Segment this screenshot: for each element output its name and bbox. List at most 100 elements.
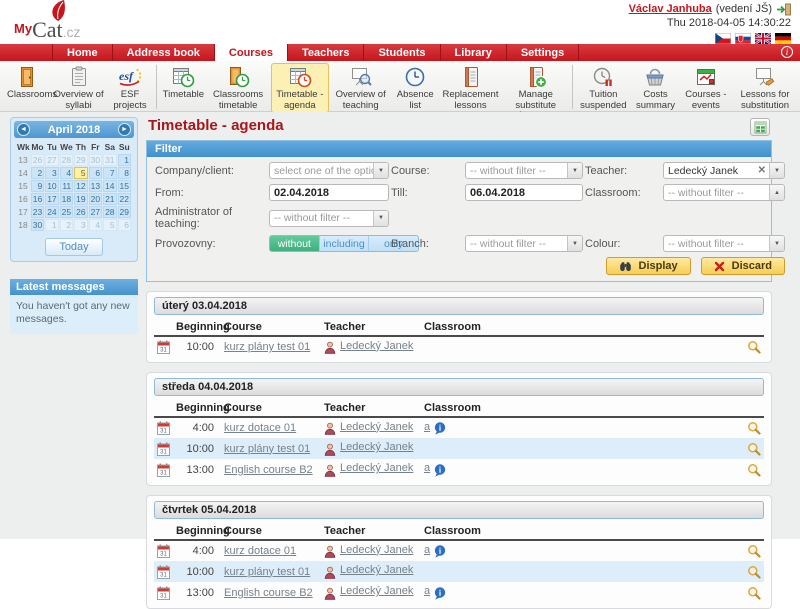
magnifier-icon[interactable] bbox=[747, 586, 761, 600]
calendar-day[interactable]: 1 bbox=[118, 154, 131, 166]
calendar-day[interactable]: 20 bbox=[89, 193, 102, 205]
calendar-day[interactable]: 6 bbox=[118, 219, 131, 231]
export-button[interactable] bbox=[750, 118, 770, 136]
colour-select[interactable]: -- without filter --▼ bbox=[663, 235, 785, 252]
company-select[interactable]: select one of the options▼ bbox=[269, 162, 389, 179]
teacher-link[interactable]: Ledecký Janek bbox=[340, 421, 413, 433]
calendar-day[interactable]: 31 bbox=[103, 154, 116, 166]
calendar-day[interactable]: 18 bbox=[60, 193, 73, 205]
german-flag[interactable] bbox=[775, 33, 791, 44]
teacher-link[interactable]: Ledecký Janek bbox=[340, 544, 413, 556]
nav-item-home[interactable]: Home bbox=[52, 44, 113, 61]
till-date-input[interactable] bbox=[465, 184, 583, 201]
calendar-day[interactable]: 30 bbox=[89, 154, 102, 166]
calendar-day[interactable]: 4 bbox=[89, 219, 102, 231]
magnifier-icon[interactable] bbox=[747, 565, 761, 579]
chevron-down-icon[interactable]: ▼ bbox=[769, 236, 784, 251]
calendar-day[interactable]: 12 bbox=[74, 180, 87, 192]
calendar-day[interactable]: 26 bbox=[74, 206, 87, 218]
calendar-next-icon[interactable]: ► bbox=[118, 123, 131, 136]
calendar-prev-icon[interactable]: ◄ bbox=[17, 123, 30, 136]
classroom-select[interactable]: -- without filter --▲ bbox=[663, 184, 785, 201]
info-icon[interactable]: i bbox=[781, 46, 793, 58]
calendar-day[interactable]: 24 bbox=[45, 206, 58, 218]
magnifier-icon[interactable] bbox=[747, 544, 761, 558]
calendar-day[interactable]: 14 bbox=[103, 180, 116, 192]
toolbar-item-timetable-agenda[interactable]: Timetable - agenda bbox=[271, 63, 330, 113]
calendar-day[interactable]: 19 bbox=[74, 193, 87, 205]
nav-item-library[interactable]: Library bbox=[441, 44, 507, 61]
slovak-flag[interactable] bbox=[735, 33, 751, 44]
provozovny-option-including[interactable]: including bbox=[319, 236, 369, 251]
chevron-down-icon[interactable]: ▼ bbox=[567, 236, 582, 251]
calendar-day[interactable]: 13 bbox=[89, 180, 102, 192]
toolbar-item-lessons-for-substitution[interactable]: Lessons for substitution bbox=[732, 63, 798, 113]
calendar-day[interactable]: 7 bbox=[103, 167, 116, 179]
toolbar-item-timetable[interactable]: Timetable bbox=[160, 63, 206, 103]
magnifier-icon[interactable] bbox=[747, 442, 761, 456]
calendar-day[interactable]: 8 bbox=[118, 167, 131, 179]
chevron-down-icon[interactable]: ▼ bbox=[769, 163, 784, 178]
calendar-day[interactable]: 22 bbox=[118, 193, 131, 205]
calendar-day[interactable]: 2 bbox=[31, 167, 44, 179]
calendar-day[interactable]: 29 bbox=[118, 206, 131, 218]
chevron-up-icon[interactable]: ▲ bbox=[769, 185, 784, 200]
magnifier-icon[interactable] bbox=[747, 421, 761, 435]
calendar-day[interactable]: 21 bbox=[103, 193, 116, 205]
classroom-link[interactable]: a bbox=[424, 421, 430, 433]
teacher-link[interactable]: Ledecký Janek bbox=[340, 340, 413, 352]
user-name-link[interactable]: Václav Janhuba bbox=[629, 3, 712, 16]
teacher-select[interactable]: Ledecký Janek✕▼ bbox=[663, 162, 785, 179]
calendar-day[interactable]: 11 bbox=[60, 180, 73, 192]
chevron-down-icon[interactable]: ▼ bbox=[567, 163, 582, 178]
calendar-day[interactable]: 3 bbox=[74, 219, 87, 231]
toolbar-item-esf-projects[interactable]: esfESF projects bbox=[107, 63, 153, 113]
course-link[interactable]: kurz plány test 01 bbox=[224, 566, 310, 578]
classroom-link[interactable]: a bbox=[424, 544, 430, 556]
provozovny-option-without[interactable]: without bbox=[270, 236, 319, 251]
today-button[interactable]: Today bbox=[45, 238, 102, 256]
nav-item-courses[interactable]: Courses bbox=[215, 44, 288, 61]
course-link[interactable]: English course B2 bbox=[224, 587, 313, 599]
course-link[interactable]: kurz dotace 01 bbox=[224, 422, 296, 434]
calendar-day[interactable]: 10 bbox=[45, 180, 58, 192]
calendar-day[interactable]: 17 bbox=[45, 193, 58, 205]
admin-select[interactable]: -- without filter --▼ bbox=[269, 210, 389, 227]
calendar-day[interactable]: 28 bbox=[60, 154, 73, 166]
info-icon[interactable]: i bbox=[434, 464, 446, 477]
nav-item-teachers[interactable]: Teachers bbox=[288, 44, 365, 61]
teacher-link[interactable]: Ledecký Janek bbox=[340, 462, 413, 474]
calendar-day[interactable]: 29 bbox=[74, 154, 87, 166]
display-button[interactable]: Display bbox=[606, 257, 691, 275]
teacher-link[interactable]: Ledecký Janek bbox=[340, 585, 413, 597]
toolbar-item-replacement-lessons[interactable]: Replacement lessons bbox=[438, 63, 503, 113]
nav-item-settings[interactable]: Settings bbox=[507, 44, 579, 61]
toolbar-item-overview-of-teaching[interactable]: Overview of teaching bbox=[329, 63, 392, 113]
calendar-day[interactable]: 5 bbox=[103, 219, 116, 231]
calendar-day-today[interactable]: 5 bbox=[74, 167, 87, 179]
calendar-day[interactable]: 1 bbox=[45, 219, 58, 231]
teacher-link[interactable]: Ledecký Janek bbox=[340, 441, 413, 453]
logout-icon[interactable] bbox=[776, 3, 791, 16]
calendar-day[interactable]: 26 bbox=[31, 154, 44, 166]
calendar-day[interactable]: 6 bbox=[89, 167, 102, 179]
calendar-day[interactable]: 25 bbox=[60, 206, 73, 218]
magnifier-icon[interactable] bbox=[747, 340, 761, 354]
calendar-day[interactable]: 3 bbox=[45, 167, 58, 179]
classroom-link[interactable]: a bbox=[424, 462, 430, 474]
calendar-day[interactable]: 4 bbox=[60, 167, 73, 179]
calendar-day[interactable]: 15 bbox=[118, 180, 131, 192]
toolbar-item-courses-events[interactable]: Courses - events bbox=[680, 63, 732, 113]
info-icon[interactable]: i bbox=[434, 422, 446, 435]
calendar-day[interactable]: 16 bbox=[31, 193, 44, 205]
calendar-day[interactable]: 30 bbox=[31, 219, 44, 231]
course-link[interactable]: kurz dotace 01 bbox=[224, 545, 296, 557]
calendar-day[interactable]: 28 bbox=[103, 206, 116, 218]
calendar-day[interactable]: 23 bbox=[31, 206, 44, 218]
course-select[interactable]: -- without filter --▼ bbox=[465, 162, 583, 179]
calendar-day[interactable]: 27 bbox=[89, 206, 102, 218]
teacher-link[interactable]: Ledecký Janek bbox=[340, 564, 413, 576]
toolbar-item-absence-list[interactable]: Absence list bbox=[392, 63, 438, 113]
info-icon[interactable]: i bbox=[434, 545, 446, 558]
course-link[interactable]: English course B2 bbox=[224, 464, 313, 476]
